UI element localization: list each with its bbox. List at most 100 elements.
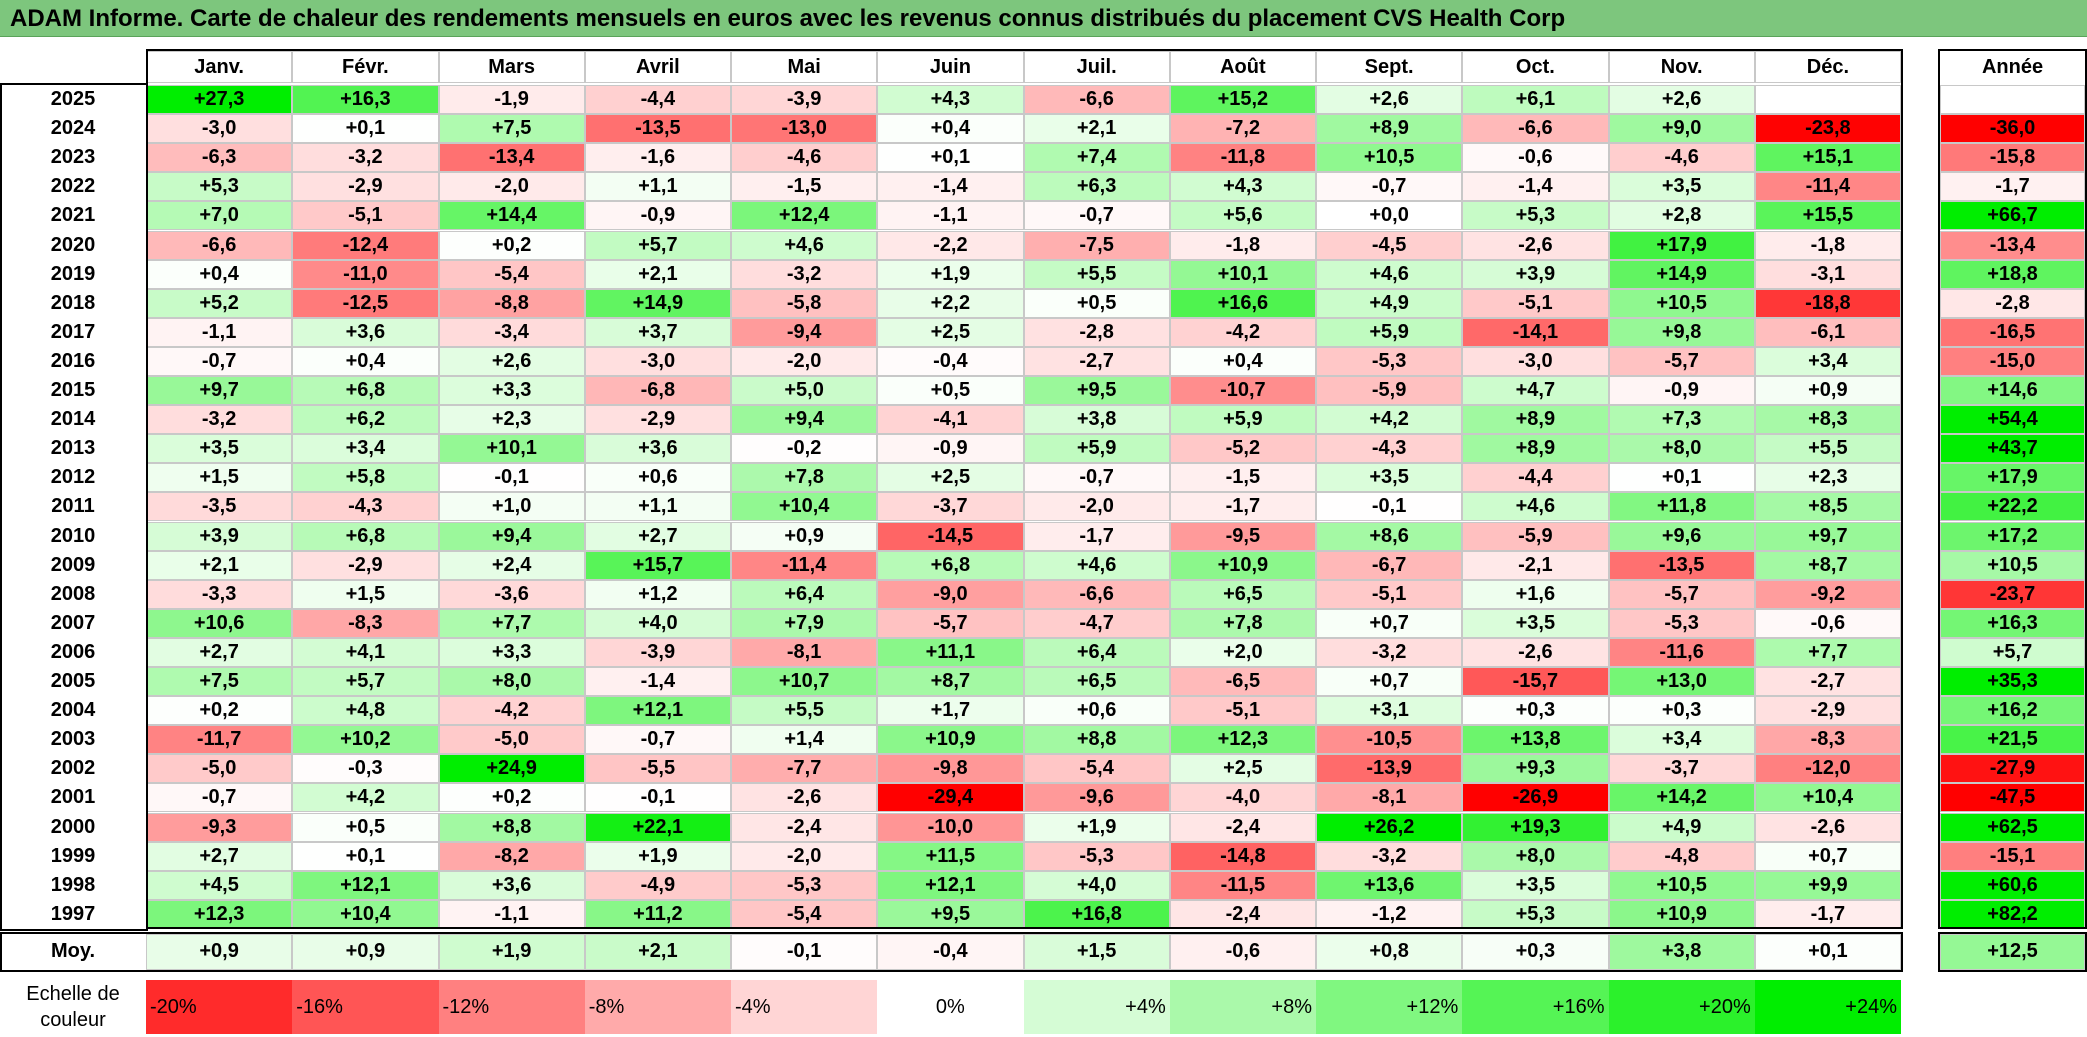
- heatmap-cell: +6,5: [1023, 667, 1170, 697]
- annual-cell: +16,3: [1940, 608, 2085, 638]
- heatmap-cell: -3,2: [146, 405, 293, 435]
- heatmap-cell: +7,5: [438, 114, 585, 144]
- heatmap-cell: -4,4: [1462, 463, 1609, 493]
- month-header: Nov.: [1608, 51, 1755, 83]
- heatmap-cell: +3,1: [1316, 696, 1463, 726]
- annual-cell: [1940, 85, 2085, 115]
- heatmap-cell: +5,5: [731, 696, 878, 726]
- heatmap-cell: +3,4: [292, 434, 439, 464]
- heatmap-cell: +0,3: [1608, 696, 1755, 726]
- year-label: 2005: [50, 670, 96, 693]
- average-label: Moy.: [50, 940, 96, 963]
- heatmap-cell: +8,9: [1462, 434, 1609, 464]
- annual-cell: +17,9: [1940, 463, 2085, 493]
- heatmap-cell: +4,1: [292, 637, 439, 667]
- heatmap-cell: -0,9: [1608, 376, 1755, 406]
- heatmap-cell: -11,7: [146, 725, 293, 755]
- heatmap-cell: -12,4: [292, 230, 439, 260]
- heatmap-cell: +1,9: [1023, 812, 1170, 842]
- annual-cell: +35,3: [1940, 667, 2085, 697]
- heatmap-cell: +0,1: [877, 143, 1024, 173]
- heatmap-cell: -6,6: [1023, 579, 1170, 609]
- heatmap-cell: +1,2: [584, 579, 731, 609]
- heatmap-cell: +2,7: [584, 521, 731, 551]
- year-label: 2006: [50, 640, 96, 663]
- month-header: Janv.: [146, 51, 293, 83]
- annual-cell: +60,6: [1940, 870, 2085, 900]
- heatmap-cell: +12,1: [877, 870, 1024, 900]
- heatmap-cell: -3,0: [1462, 346, 1609, 376]
- heatmap-cell: -11,4: [731, 550, 878, 580]
- legend-swatch: -4%: [731, 980, 878, 1034]
- heatmap-cell: -2,8: [1023, 317, 1170, 347]
- heatmap-cell: -3,7: [877, 492, 1024, 522]
- month-header: Mars: [438, 51, 585, 83]
- year-label: 2019: [50, 262, 96, 285]
- heatmap-cell: -2,7: [1754, 667, 1901, 697]
- heatmap-cell: +2,6: [1608, 85, 1755, 115]
- annual-cell: -15,0: [1940, 346, 2085, 376]
- average-cell: -0,4: [877, 933, 1024, 970]
- legend-swatch: +12%: [1316, 980, 1463, 1034]
- heatmap-cell: +7,9: [731, 608, 878, 638]
- heatmap-cell: +10,9: [1608, 899, 1755, 929]
- average-cell: +1,9: [438, 933, 585, 970]
- average-cell: -0,6: [1169, 933, 1316, 970]
- heatmap-cell: +6,8: [292, 521, 439, 551]
- heatmap-cell: +0,4: [1169, 346, 1316, 376]
- heatmap-cell: +6,2: [292, 405, 439, 435]
- heatmap-cell: -5,1: [1169, 696, 1316, 726]
- legend-swatch: -16%: [292, 980, 439, 1034]
- heatmap-cell: +9,0: [1608, 114, 1755, 144]
- heatmap-cell: +3,5: [1462, 608, 1609, 638]
- heatmap-cell: +3,6: [292, 317, 439, 347]
- heatmap-cell: -3,2: [1316, 637, 1463, 667]
- heatmap-cell: -6,7: [1316, 550, 1463, 580]
- heatmap-cell: +2,7: [146, 637, 293, 667]
- year-label: 2011: [51, 495, 95, 518]
- heatmap-cell: -23,8: [1754, 114, 1901, 144]
- heatmap-cell: -2,4: [731, 812, 878, 842]
- annual-cell: +43,7: [1940, 434, 2085, 464]
- average-cell: +0,1: [1754, 933, 1901, 970]
- heatmap-cell: +0,2: [146, 696, 293, 726]
- annual-cell: +54,4: [1940, 405, 2085, 435]
- heatmap-cell: -14,1: [1462, 317, 1609, 347]
- heatmap-cell: +3,5: [1462, 870, 1609, 900]
- year-label: 2010: [50, 524, 96, 547]
- heatmap-cell: +9,5: [1023, 376, 1170, 406]
- annual-cell: -13,4: [1940, 230, 2085, 260]
- heatmap-cell: +6,1: [1462, 85, 1609, 115]
- heatmap-cell: +12,4: [731, 201, 878, 231]
- heatmap-cell: +2,1: [1023, 114, 1170, 144]
- heatmap-cell: -4,4: [584, 85, 731, 115]
- heatmap-cell: +3,3: [438, 637, 585, 667]
- heatmap-cell: -5,0: [146, 754, 293, 784]
- heatmap-cell: -0,4: [877, 346, 1024, 376]
- heatmap-cell: +4,6: [1316, 259, 1463, 289]
- heatmap-cell: -2,0: [1023, 492, 1170, 522]
- heatmap-cell: +12,1: [584, 696, 731, 726]
- heatmap-cell: -2,6: [1754, 812, 1901, 842]
- heatmap-cell: -2,1: [1462, 550, 1609, 580]
- heatmap-cell: +13,8: [1462, 725, 1609, 755]
- annual-cell: +82,2: [1940, 899, 2085, 929]
- heatmap-cell: -5,4: [1023, 754, 1170, 784]
- year-label: 1997: [50, 902, 96, 925]
- heatmap-cell: +17,9: [1608, 230, 1755, 260]
- heatmap-cell: -2,4: [1169, 899, 1316, 929]
- heatmap-cell: +3,8: [1023, 405, 1170, 435]
- heatmap-cell: -0,7: [584, 725, 731, 755]
- heatmap-cell: -2,7: [1023, 346, 1170, 376]
- heatmap-cell: -3,9: [584, 637, 731, 667]
- average-cell: +1,5: [1023, 933, 1170, 970]
- year-label: 2007: [50, 611, 96, 634]
- year-label: 2016: [50, 349, 96, 372]
- heatmap-cell: -4,5: [1316, 230, 1463, 260]
- heatmap-cell: -1,1: [146, 317, 293, 347]
- heatmap-cell: -4,3: [1316, 434, 1463, 464]
- heatmap-cell: +2,5: [1169, 754, 1316, 784]
- heatmap-cell: +8,0: [1608, 434, 1755, 464]
- heatmap-cell: +5,5: [1023, 259, 1170, 289]
- year-label: 2021: [50, 204, 96, 227]
